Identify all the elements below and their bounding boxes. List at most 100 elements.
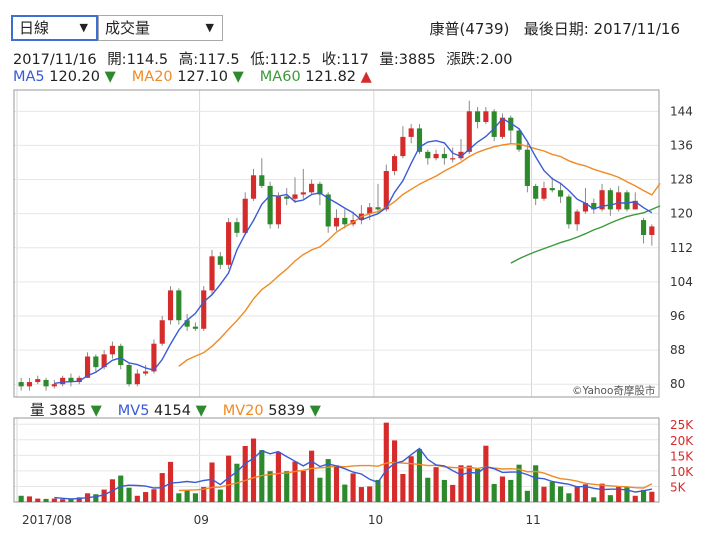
ohlc-close: 收:117	[321, 52, 369, 68]
candle-body	[441, 153, 447, 159]
volume-legend-label: MV5	[117, 403, 155, 419]
candle-body	[475, 111, 481, 122]
volume-bar	[217, 489, 223, 502]
volume-bar	[134, 495, 140, 502]
volume-bar	[68, 499, 74, 502]
candle-body	[516, 130, 522, 150]
stock-header: 康普(4739) 最後日期: 2017/11/16	[429, 18, 680, 39]
candle-body	[151, 343, 157, 372]
volume-bar	[475, 469, 481, 502]
indicator-select[interactable]: 成交量 ▼	[98, 15, 223, 41]
volume-bar	[35, 498, 41, 502]
volume-bar	[51, 498, 57, 502]
volume-bar	[566, 493, 572, 502]
candle-body	[375, 207, 381, 210]
ohlc-change: 漲跌:2.00	[446, 52, 513, 68]
ma5-line	[54, 117, 653, 385]
volume-bar	[599, 483, 605, 502]
indicator-select-value: 成交量	[105, 19, 151, 37]
volume-bar	[284, 471, 290, 502]
ohlc-volume: 量:3885	[379, 52, 436, 68]
volume-bar	[300, 470, 306, 502]
watermark: ©Yahoo奇摩股市	[572, 384, 655, 397]
volume-bar	[151, 489, 157, 502]
ohlc-open: 開:114.5	[107, 52, 169, 68]
volume-bar	[143, 492, 149, 502]
candle-body	[325, 194, 331, 227]
candle-body	[616, 192, 622, 210]
price-tick-label: 144	[670, 104, 693, 118]
volume-bar	[192, 493, 198, 502]
volume-legend-label: 量	[30, 403, 50, 419]
volume-bar	[18, 495, 24, 502]
volume-bar	[317, 477, 323, 502]
candle-body	[599, 190, 605, 210]
ohlc-date: 2017/11/16	[13, 52, 97, 68]
candle-body	[209, 256, 215, 291]
candle-body	[425, 151, 431, 159]
volume-legend-value: 5839	[268, 403, 310, 419]
period-select[interactable]: 日線 ▼	[11, 15, 98, 41]
volume-bar	[533, 465, 539, 502]
volume-bar	[93, 494, 99, 502]
candle-body	[134, 373, 140, 385]
x-tick-label: 10	[368, 513, 383, 527]
x-tick-label: 11	[526, 513, 541, 527]
volume-bar	[126, 487, 132, 502]
candle-body	[43, 379, 49, 387]
volume-bar	[450, 484, 456, 502]
volume-bar	[483, 445, 489, 502]
volume-bar	[574, 486, 580, 502]
volume-bar	[400, 474, 406, 502]
x-tick-label: 09	[194, 513, 209, 527]
candle-body	[217, 256, 223, 265]
volume-bar	[309, 450, 315, 502]
ma-legend-label: MA20	[131, 69, 178, 85]
volume-bar	[557, 486, 564, 502]
candle-body	[184, 320, 190, 327]
candle-body	[483, 111, 489, 122]
candle-body	[167, 290, 174, 321]
volume-legend-item: 量 3885 ▼	[30, 403, 102, 419]
volume-bar	[408, 456, 414, 502]
candle-body	[433, 153, 439, 159]
candle-body	[109, 345, 116, 355]
volume-tick-label: 15K	[670, 449, 694, 463]
candle-body	[51, 384, 57, 387]
volume-bar	[441, 479, 447, 502]
candle-body	[226, 222, 232, 265]
last-date: 2017/11/16	[593, 20, 680, 38]
price-tick-label: 88	[670, 343, 685, 357]
volume-bar	[250, 438, 257, 502]
volume-bar	[541, 486, 547, 502]
volume-bar	[582, 484, 589, 502]
candle-body	[84, 356, 91, 378]
volume-bar	[325, 459, 331, 502]
volume-bar	[607, 495, 613, 502]
candle-body	[35, 379, 41, 383]
volume-bar	[591, 497, 597, 502]
price-tick-label: 136	[670, 138, 693, 152]
candle-body	[101, 354, 107, 368]
candle-body	[541, 188, 547, 199]
candle-body	[176, 290, 182, 321]
candle-body	[284, 196, 290, 199]
candle-body	[126, 365, 132, 385]
arrow-down-icon: ▼	[309, 403, 321, 419]
candle-body	[76, 377, 82, 383]
price-tick-label: 112	[670, 241, 693, 255]
volume-legend-item: MV5 4154 ▼	[118, 403, 207, 419]
candle-body	[632, 200, 638, 210]
volume-bar	[433, 467, 439, 502]
candle-body	[317, 183, 323, 195]
volume-bar	[549, 481, 555, 502]
volume-bar	[267, 471, 273, 502]
price-tick-label: 80	[670, 377, 685, 391]
ma-legend-label: MA5	[13, 69, 50, 85]
volume-bar	[358, 487, 364, 502]
volume-bar	[649, 491, 655, 502]
candle-body	[591, 202, 597, 210]
volume-bar	[499, 476, 506, 502]
volume-bar	[43, 498, 49, 502]
volume-bar	[184, 490, 190, 502]
